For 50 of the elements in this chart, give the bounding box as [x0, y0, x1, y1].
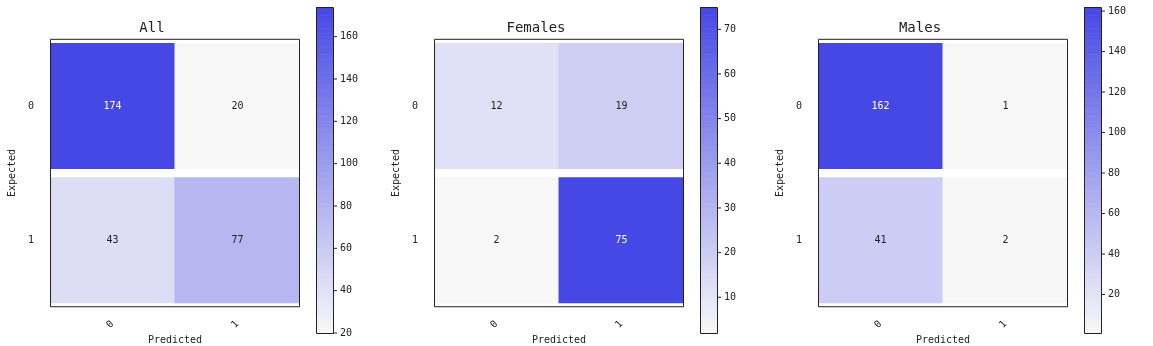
color-bar-label: 120 [1108, 85, 1127, 97]
data-label: 2 [493, 233, 500, 245]
color-bar-label: 100 [1108, 126, 1127, 138]
color-bar-label: 20 [724, 246, 737, 258]
color-bar-label: 80 [340, 199, 353, 211]
x-tick-label: 1 [612, 317, 625, 331]
color-bar-label: 100 [340, 157, 359, 169]
data-label: 41 [874, 233, 887, 245]
data-label: 75 [615, 233, 628, 245]
color-bar-label: 60 [1108, 207, 1121, 219]
color-bar-label: 60 [340, 241, 353, 253]
y-axis-title: Expected [5, 148, 17, 198]
data-label: 2 [1002, 233, 1009, 245]
x-axis-title: Predicted [531, 333, 587, 345]
x-axis-title: Predicted [915, 333, 971, 345]
data-label: 20 [231, 99, 244, 111]
data-label: 162 [871, 99, 890, 111]
color-bar-label: 30 [724, 201, 737, 213]
data-label: 43 [106, 233, 119, 245]
data-label: 1 [1002, 99, 1009, 111]
color-bar-label: 40 [340, 284, 353, 296]
color-bar-label: 20 [340, 326, 353, 338]
color-bar-label: 10 [724, 290, 737, 302]
x-tick-label: 1 [228, 317, 241, 331]
color-bar-label: 80 [1108, 166, 1121, 178]
data-label: 174 [103, 99, 122, 111]
color-bar-label: 20 [1108, 288, 1121, 300]
color-bar-label: 60 [724, 67, 737, 79]
color-bar-label: 120 [340, 114, 359, 126]
color-bar-label: 40 [1108, 247, 1121, 259]
data-label: 77 [231, 233, 244, 245]
y-axis-title: Expected [773, 148, 785, 198]
x-axis-title: Predicted [147, 333, 203, 345]
data-label: 19 [615, 99, 628, 111]
x-tick-label: 0 [103, 317, 116, 331]
x-tick-label: 1 [996, 317, 1009, 331]
chart-title: Females [506, 19, 566, 36]
color-bar-label: 40 [724, 156, 737, 168]
color-bar-label: 140 [340, 72, 359, 84]
chart-title: All [139, 19, 165, 36]
color-bar-label: 160 [1108, 4, 1127, 16]
x-tick-label: 0 [871, 317, 884, 331]
chart-title: Males [898, 19, 942, 36]
x-tick-label: 0 [487, 317, 500, 331]
data-label: 12 [490, 99, 503, 111]
color-bar-label: 140 [1108, 45, 1127, 57]
color-bar-label: 70 [724, 22, 737, 34]
color-bar-label: 50 [724, 112, 737, 124]
color-bar-label: 160 [340, 30, 359, 42]
y-axis-title: Expected [389, 148, 401, 198]
